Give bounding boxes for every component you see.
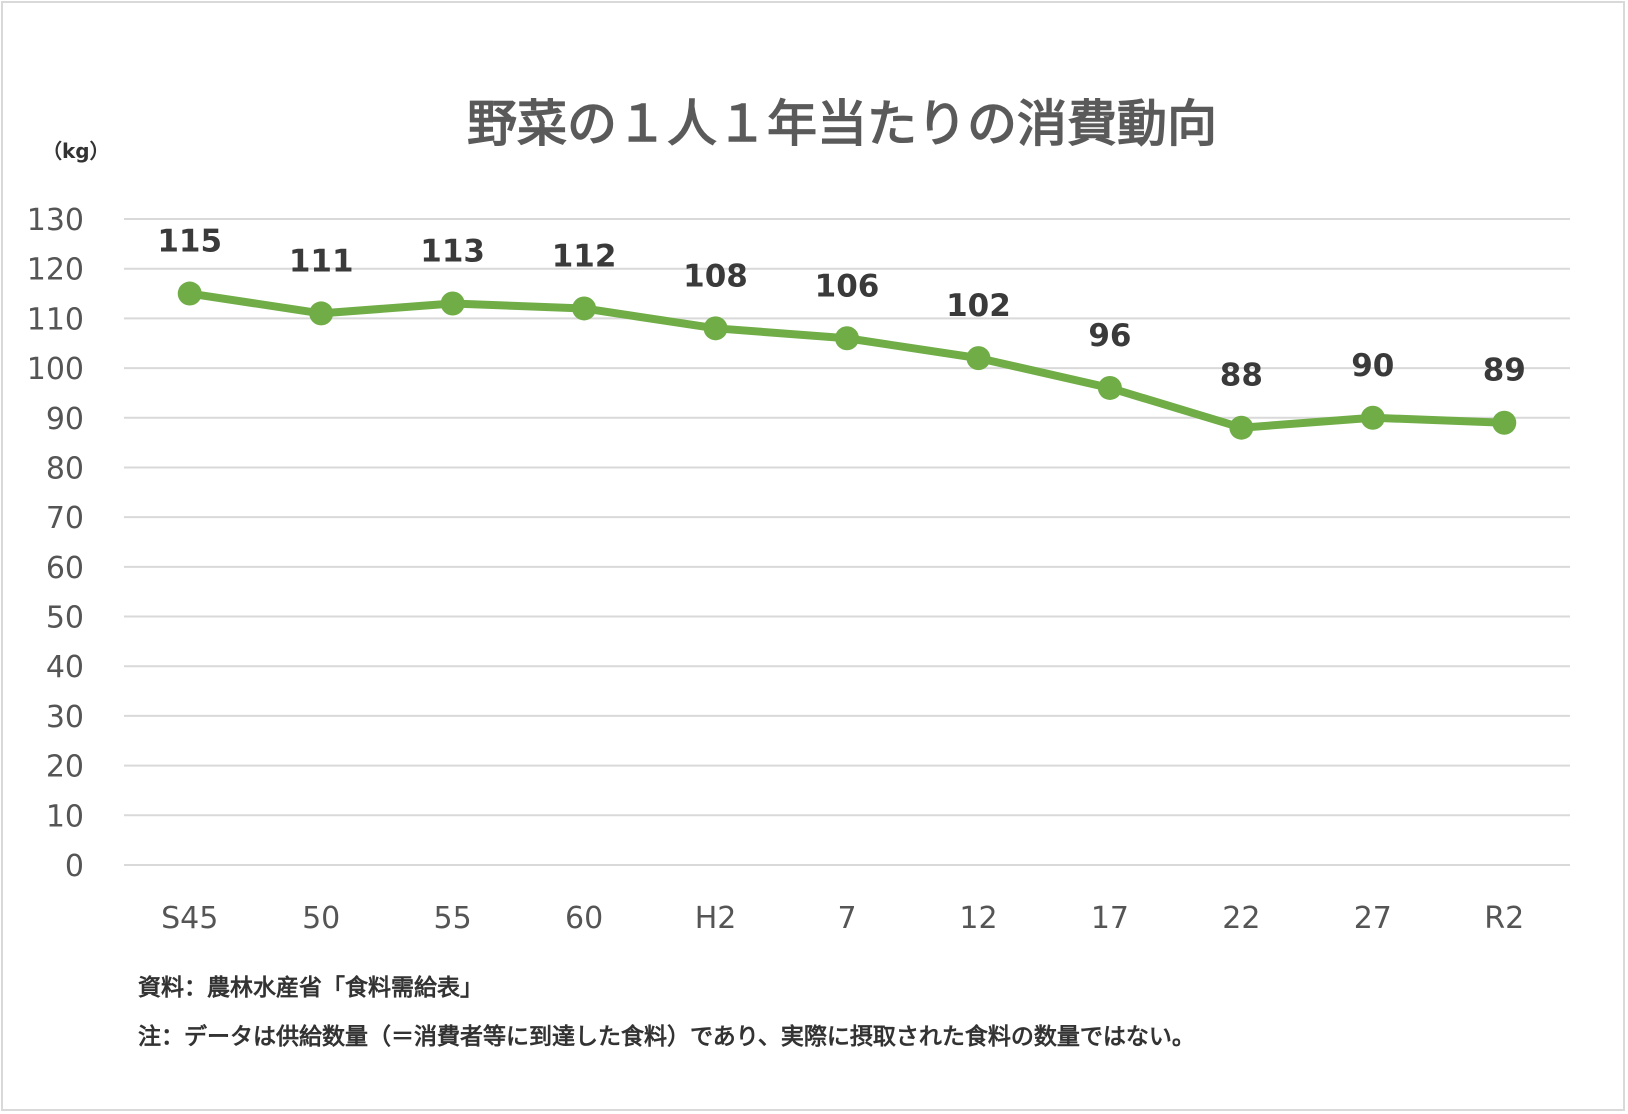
data-label: 113: [420, 233, 485, 269]
y-tick-label: 100: [27, 352, 84, 387]
y-tick-label: 0: [65, 849, 84, 884]
data-label: 112: [552, 238, 617, 274]
data-label: 111: [289, 243, 354, 279]
data-point: [1229, 415, 1254, 440]
data-point: [177, 281, 202, 306]
y-axis-unit: （kg）: [42, 139, 110, 163]
y-tick-label: 40: [46, 650, 84, 685]
data-label: 90: [1351, 348, 1394, 384]
y-tick-label: 70: [46, 501, 84, 536]
chart-title: 野菜の１人１年当たりの消費動向: [467, 95, 1217, 153]
x-tick-label: 7: [837, 901, 856, 936]
data-point: [835, 326, 859, 351]
y-tick-label: 10: [46, 799, 84, 834]
data-point: [309, 301, 334, 326]
data-point: [1492, 410, 1517, 435]
footnote: 注：データは供給数量（＝消費者等に到達した食料）であり、実際に摂取された食料の数…: [138, 1024, 1195, 1050]
x-tick-label: 22: [1222, 901, 1260, 936]
series-line: [185, 289, 1509, 432]
data-labels: 115 111 113 112 108 106 102 96 88 90 89: [157, 224, 1525, 394]
data-point: [1360, 405, 1385, 430]
y-tick-label: 20: [46, 750, 84, 785]
data-label: 96: [1088, 318, 1131, 354]
y-tick-label: 110: [27, 302, 84, 337]
x-tick-label: S45: [161, 901, 218, 936]
data-label: 88: [1220, 358, 1263, 394]
data-label: 89: [1483, 353, 1526, 389]
data-label: 108: [683, 258, 748, 294]
x-tick-label: H2: [695, 901, 737, 936]
x-tick-label: R2: [1484, 901, 1524, 936]
x-tick-label: 55: [434, 901, 472, 936]
data-point: [703, 316, 728, 341]
source-note: 資料：農林水産省「食料需給表」: [138, 975, 483, 1001]
gridlines: [124, 218, 1570, 866]
data-label: 115: [157, 224, 222, 260]
data-label: 102: [946, 288, 1011, 324]
x-tick-label: 27: [1354, 901, 1392, 936]
y-tick-label: 120: [27, 253, 84, 288]
data-point: [572, 296, 597, 321]
x-tick-label: 12: [959, 901, 997, 936]
x-tick-label: 60: [565, 901, 603, 936]
y-tick-label: 130: [27, 203, 84, 238]
x-tick-label: 50: [302, 901, 340, 936]
y-tick-label: 80: [46, 451, 84, 486]
y-tick-label: 30: [46, 700, 84, 735]
y-tick-label: 50: [46, 601, 84, 636]
y-axis-ticks: 0 10 20 30 40 50 60 70 80 90 100 110 120 130: [27, 203, 84, 884]
series: [177, 281, 1517, 440]
y-tick-label: 60: [46, 551, 84, 586]
data-point: [966, 346, 991, 371]
x-axis-ticks: S45 50 55 60 H2 7 12 17 22 27 R2: [161, 901, 1524, 936]
data-label: 106: [815, 268, 880, 304]
data-point: [440, 291, 465, 316]
x-tick-label: 17: [1091, 901, 1129, 936]
y-tick-label: 90: [46, 402, 84, 437]
data-point: [1097, 375, 1122, 400]
